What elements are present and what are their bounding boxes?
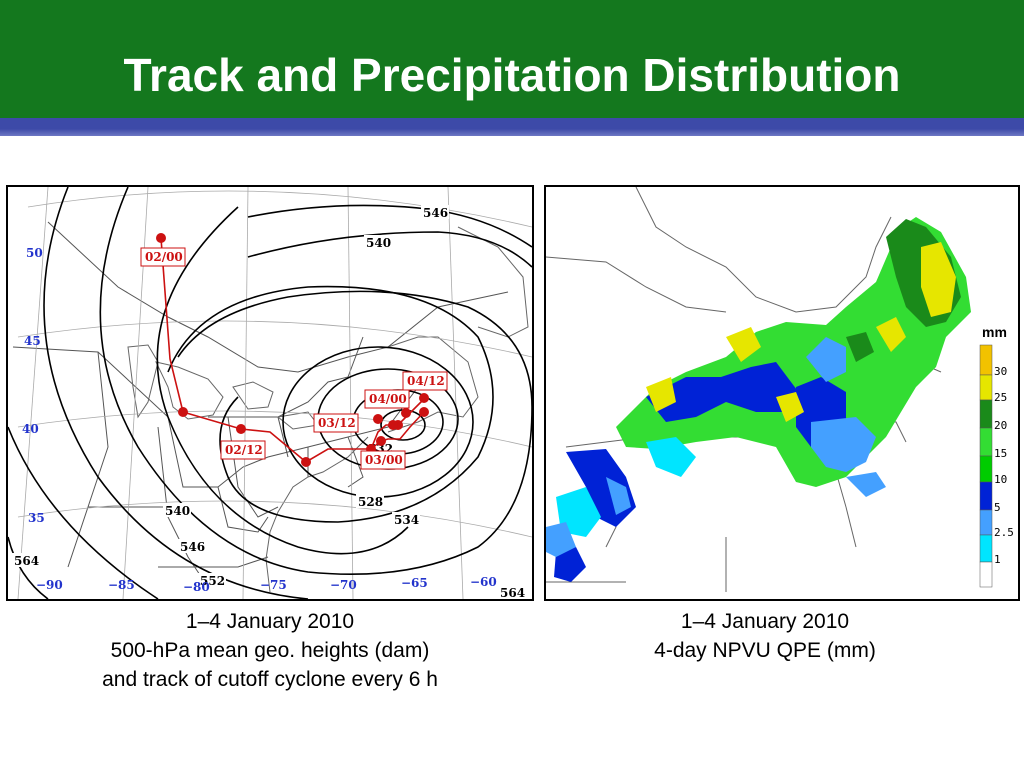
lon-label: −75	[260, 578, 287, 592]
contour-label: 540	[165, 504, 190, 518]
title-bar	[0, 0, 1024, 118]
longitude-labels: −90 −85 −80 −75 −70 −65 −60	[36, 575, 497, 594]
political-boundaries	[12, 221, 509, 588]
track-points	[156, 233, 429, 467]
legend-tick: 25	[994, 391, 1007, 404]
legend-tick: 2.5	[994, 526, 1014, 539]
legend-tick: 20	[994, 419, 1007, 432]
latitude-labels: 50 45 40 35	[22, 246, 45, 525]
caption-line: 4-day NPVU QPE (mm)	[654, 639, 876, 662]
coastlines	[127, 226, 529, 593]
lat-label: 40	[22, 422, 39, 436]
lat-label: 45	[24, 334, 41, 348]
height-track-map: 546 540 540 546 552 564 564 528 534 532 …	[6, 185, 534, 601]
title-underline-band	[0, 118, 1024, 136]
legend-tick: 30	[994, 365, 1007, 378]
contour-label: 564	[500, 586, 525, 599]
graticule	[17, 187, 532, 599]
track-time-label: 03/12	[318, 416, 356, 430]
contour-labels: 546 540 540 546 552 564 564 528 534 532	[12, 205, 526, 599]
contour-label: 564	[14, 554, 39, 568]
track-time-label: 04/00	[369, 392, 407, 406]
lon-label: −90	[36, 578, 63, 592]
contour-label: 552	[200, 574, 225, 588]
track-time-label: 04/12	[407, 374, 445, 388]
legend-tick: 5	[994, 501, 1001, 514]
caption-line: 1–4 January 2010	[185, 610, 355, 633]
caption-line: 1–4 January 2010	[680, 610, 850, 633]
track-time-label: 02/12	[225, 443, 263, 457]
legend-tick: 10	[994, 473, 1007, 486]
lon-label: −60	[470, 575, 497, 589]
lat-label: 35	[28, 511, 45, 525]
contour-label: 540	[366, 236, 391, 250]
track-labels: 02/00 02/12 03/12 03/00 04/00 04/12	[140, 247, 448, 470]
height-contours	[8, 187, 532, 599]
lon-label: −85	[108, 578, 135, 592]
contour-label: 534	[394, 513, 419, 527]
contour-label: 528	[358, 495, 383, 509]
right-map-caption: 1–4 January 2010 4-day NPVU QPE (mm)	[540, 607, 990, 665]
track-time-label: 03/00	[365, 453, 403, 467]
lon-label: −65	[401, 576, 428, 590]
legend-unit: mm	[982, 324, 1007, 340]
legend-tick: 15	[994, 447, 1007, 460]
lon-label: −70	[330, 578, 357, 592]
contour-label: 546	[423, 206, 448, 220]
lat-label: 50	[26, 246, 43, 260]
precipitation-map: mm 30 25 20 15 10 5 2.5 1	[544, 185, 1020, 601]
caption-line: and track of cutoff cyclone every 6 h	[102, 668, 438, 691]
qpe-fields	[546, 217, 971, 582]
lon-label: −80	[183, 580, 210, 594]
track-time-label: 02/00	[145, 250, 183, 264]
legend-tick: 1	[994, 553, 1001, 566]
contour-label: 546	[180, 540, 205, 554]
left-map-caption: 1–4 January 2010 500-hPa mean geo. heigh…	[0, 607, 540, 694]
slide-title: Track and Precipitation Distribution	[123, 49, 901, 101]
precip-legend: mm 30 25 20 15 10 5 2.5 1	[979, 324, 1014, 588]
caption-line: 500-hPa mean geo. heights (dam)	[110, 639, 430, 662]
